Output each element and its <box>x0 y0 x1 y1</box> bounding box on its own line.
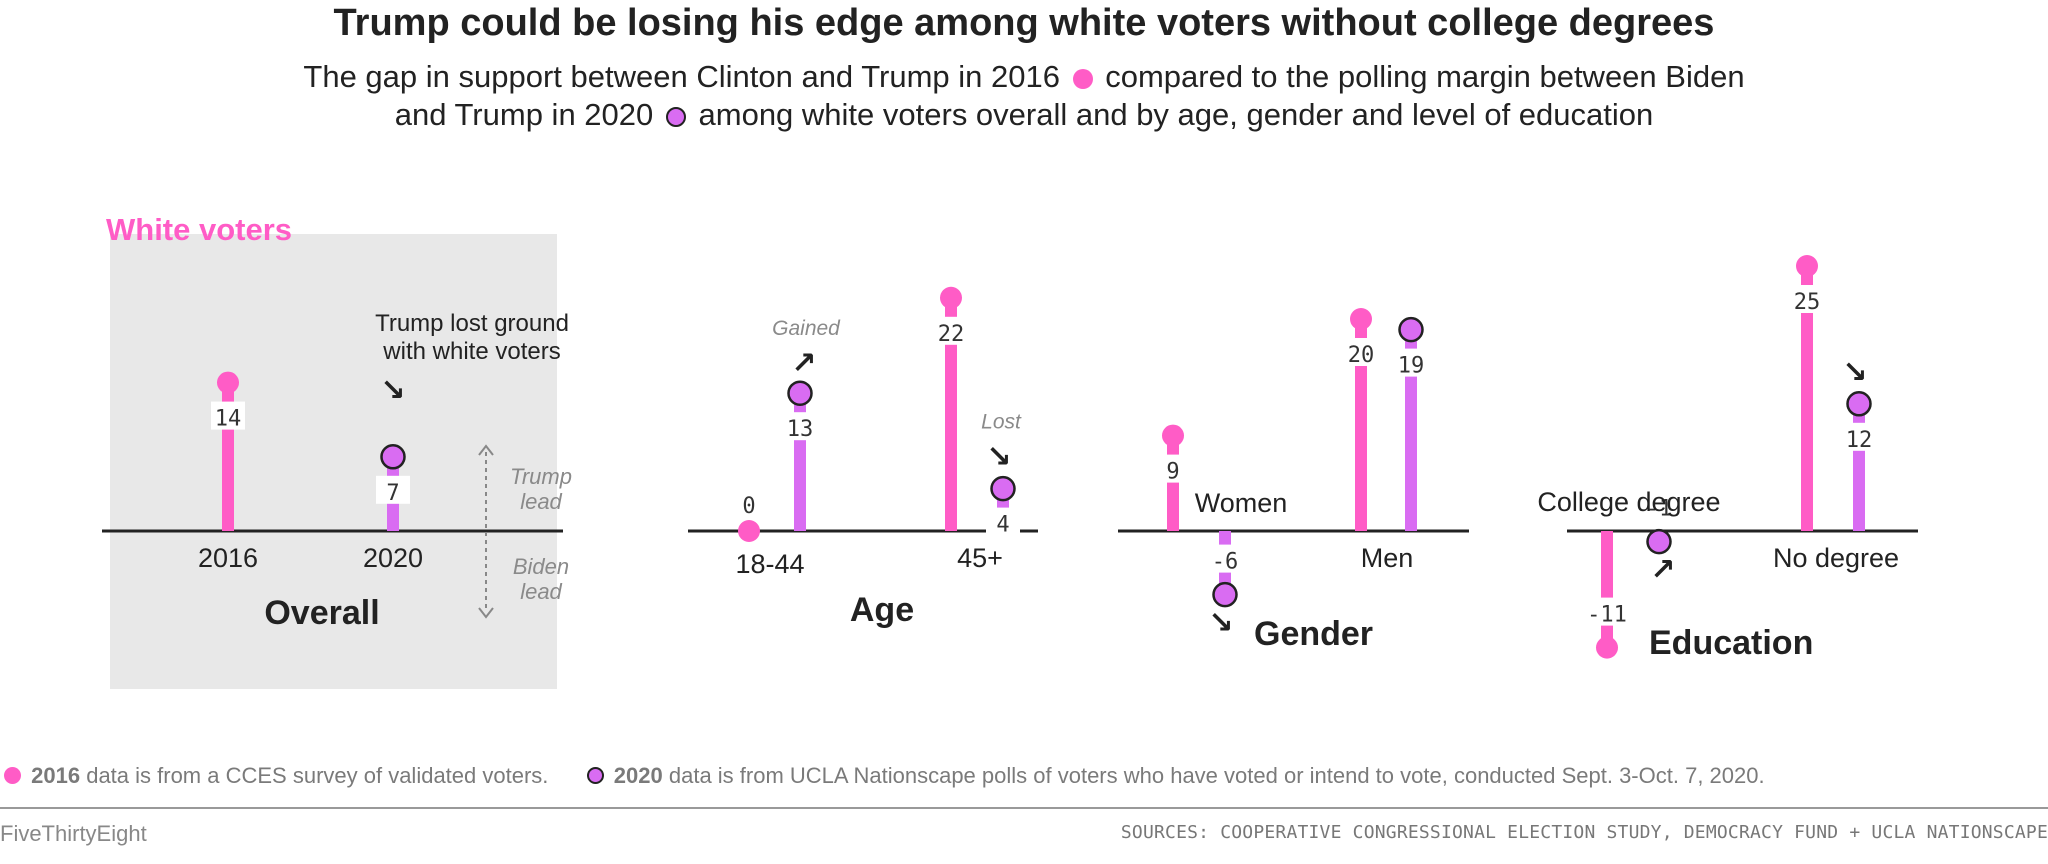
age-18-44-2016-value-label: 0 <box>742 494 755 519</box>
age-18-44-2016-dot <box>738 520 760 542</box>
education-no-degree-2016-label-bg <box>1790 285 1824 313</box>
legend-2016-dot-icon <box>1072 69 1093 89</box>
age-45-2020-label-bg <box>986 507 1020 536</box>
axis-guide-down-arrow-icon <box>478 607 494 619</box>
gender-men-2020-dot <box>1398 316 1424 343</box>
legend-2020-dot-icon <box>665 107 686 127</box>
gender-women-2016-dot <box>1162 424 1184 447</box>
subtitle-text-4: among white voters overall and by age, g… <box>698 97 1654 132</box>
overall-annotation-line-2: with white voters <box>382 338 560 365</box>
gender-women-arrow-down-right-icon: ↘ <box>1208 606 1233 641</box>
overall-annotation-line-1: Trump lost ground <box>375 310 569 337</box>
note-2020-year: 2020 <box>613 763 663 788</box>
gender-women-2020-label-bg <box>1208 544 1242 573</box>
note-2020-dot-icon <box>586 767 604 784</box>
white-voters-label: White voters <box>106 212 292 247</box>
gender-panel-label: Gender <box>1254 615 1373 653</box>
education-college-degree-2020-label-bg <box>1642 491 1676 520</box>
overall-2020-2020-dot <box>380 444 406 470</box>
age-panel-label: Age <box>850 591 914 629</box>
age-18-44-2020-dot <box>787 380 813 406</box>
age-18-44-2020-label-bg <box>783 412 817 441</box>
age-45-arrow-down-right-icon: ↘ <box>986 440 1011 475</box>
chart-title: Trump could be losing his edge among whi… <box>333 2 1715 44</box>
education-no-degree-arrow-down-right-icon: ↘ <box>1842 355 1867 390</box>
education-college-degree-2016-value-label: -11 <box>1587 603 1627 628</box>
age-18-44-arrow-up-right-icon: ↗ <box>791 346 816 381</box>
overall-arrow-down-right-icon: ↘ <box>380 373 405 408</box>
overall-2016-2016-value-label: 14 <box>215 407 242 432</box>
education-college-degree-2020-dot <box>1646 528 1672 555</box>
overall-2016-2016-label-bg <box>211 401 245 430</box>
footnotes: 2016 data is from a CCES survey of valid… <box>0 763 2048 789</box>
sources-label: SOURCES: COOPERATIVE CONGRESSIONAL ELECT… <box>1120 822 2048 843</box>
age-45-2016-dot <box>940 286 962 309</box>
education-no-degree-2020-label-bg <box>1842 422 1876 451</box>
education-college-degree-arrow-up-right-icon: ↗ <box>1650 553 1675 588</box>
education-no-degree-2020-dot <box>1846 391 1872 417</box>
education-no-degree-2016-dot <box>1796 255 1818 277</box>
note-2016-text: data is from a CCES survey of validated … <box>86 763 549 788</box>
trump-lead-label-1: Trump <box>510 464 572 489</box>
overall-2020-category-label: 2020 <box>363 543 423 573</box>
age-45-2020-dot <box>990 475 1016 502</box>
overall-2016-category-label: 2016 <box>198 543 258 573</box>
age-18-44-category-label: 18-44 <box>735 549 804 579</box>
overall-2016-2016-dot <box>217 371 239 394</box>
axis-guide-up-arrow-icon <box>478 444 494 456</box>
education-no-degree-2016-value-label: 25 <box>1794 290 1821 315</box>
gender-women-2016-value-label: 9 <box>1166 460 1179 485</box>
gender-women-2016-label-bg <box>1156 454 1190 483</box>
education-college-degree-2020-value-label: -1 <box>1646 497 1673 522</box>
education-college-degree-2016-dot <box>1596 636 1618 659</box>
biden-lead-label-2: lead <box>520 579 562 604</box>
gender-women-2020-value-label: -6 <box>1212 550 1239 575</box>
gender-men-2020-value-label: 19 <box>1398 354 1425 379</box>
gender-men-2016-label-bg <box>1344 338 1378 366</box>
subtitle-text-1: The gap in support between Clinton and T… <box>303 59 1060 94</box>
gender-men-2020-label-bg <box>1394 348 1428 377</box>
note-2016-year: 2016 <box>31 763 81 788</box>
note-2016-dot-icon <box>4 767 21 784</box>
overall-panel-label: Overall <box>264 594 379 632</box>
education-no-degree-category-label: No degree <box>1773 543 1899 573</box>
age-45-category-label: 45+ <box>957 543 1003 573</box>
gender-men-2016-dot <box>1350 308 1372 330</box>
gender-women-category-label: Women <box>1195 488 1288 518</box>
overall-2020-2020-value-label: 7 <box>386 481 399 506</box>
lollipop-chart: White voters 14 2016 7 2020 Overall Trump los… <box>102 212 1918 689</box>
education-no-degree-2020-value-label: 12 <box>1846 428 1873 453</box>
gender-men-category-label: Men <box>1361 543 1414 573</box>
note-2020-text: data is from UCLA Nationscape polls of v… <box>668 763 1765 788</box>
age-45-2020-value-label: 4 <box>996 513 1009 538</box>
brand-label: FiveThirtyEight <box>0 821 147 846</box>
age-18-44-annotation-text: Gained <box>772 317 841 340</box>
overall-2020-2020-label-bg <box>376 475 410 504</box>
age-18-44-2020-value-label: 13 <box>787 417 814 442</box>
education-college-degree-2016-label-bg <box>1590 597 1624 626</box>
gender-women-2020-dot <box>1212 581 1238 608</box>
age-45-2016-label-bg <box>934 316 968 345</box>
education-panel-label: Education <box>1649 624 1813 662</box>
footer-divider <box>0 807 2048 809</box>
age-45-annotation-text: Lost <box>981 411 1022 434</box>
age-45-2016-value-label: 22 <box>938 322 965 347</box>
biden-lead-label-1: Biden <box>513 554 569 579</box>
chart-subtitle: The gap in support between Clinton and T… <box>174 58 1874 134</box>
education-college-degree-category-label: College degree <box>1537 487 1720 517</box>
trump-lead-label-2: lead <box>520 489 562 514</box>
subtitle-text-2: compared to the polling margin between B… <box>1105 59 1745 94</box>
gender-men-2016-value-label: 20 <box>1348 343 1375 368</box>
subtitle-text-3: and Trump in 2020 <box>394 97 654 132</box>
